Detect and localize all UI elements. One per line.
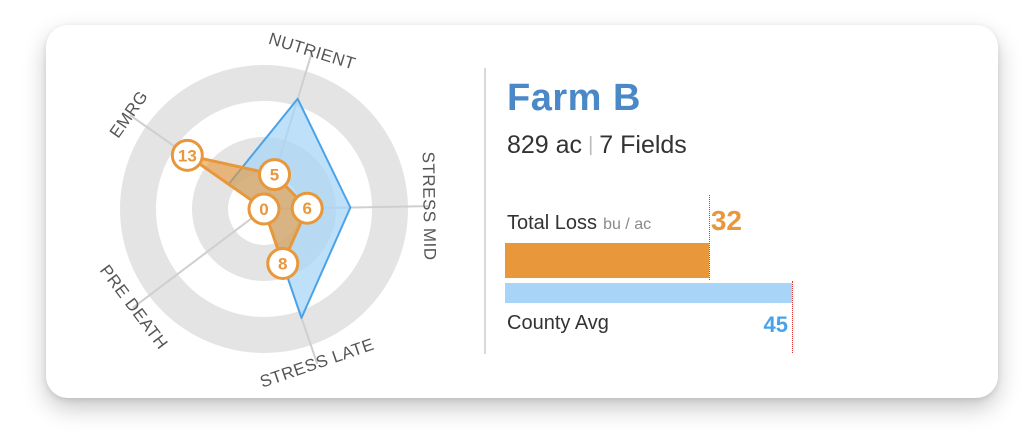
- farm-point-label: 13: [178, 146, 197, 165]
- farm-data-point: 5: [258, 158, 292, 192]
- total-loss-title: Total Loss: [507, 212, 598, 234]
- farm-point-marker: [258, 158, 292, 192]
- farm-point-label: 5: [270, 166, 279, 185]
- farm-point-marker: [247, 192, 281, 226]
- meta-separator: |: [588, 134, 594, 156]
- county-avg-value: 45: [763, 312, 788, 337]
- farm-acres: 829 ac: [507, 131, 583, 159]
- divider: [484, 68, 486, 354]
- farm-reference-line: [709, 195, 711, 280]
- farm-meta: 829 ac | 7 Fields: [507, 131, 687, 160]
- total-loss-label: Total Loss bu / ac: [507, 212, 651, 235]
- axis-label: STRESS MID: [419, 151, 440, 260]
- farm-name: Farm B: [507, 77, 641, 119]
- county-avg-bar: [505, 283, 792, 303]
- farm-loss-card: 13 5 6 8 0 EMRG NUTRIENT STRESS MID STRESS LATE P…: [46, 25, 998, 398]
- axis-spoke: [132, 208, 265, 309]
- farm-data-point: 6: [290, 191, 324, 225]
- farm-point-label: 0: [259, 200, 268, 219]
- farm-fields: 7 Fields: [599, 131, 687, 159]
- farm-loss-bar: [505, 243, 710, 278]
- farm-data-point: 8: [266, 246, 300, 280]
- farm-point-marker: [290, 191, 324, 225]
- farm-point-marker: [266, 246, 300, 280]
- total-loss-value: 32: [710, 205, 742, 236]
- farm-point-marker: [170, 138, 204, 172]
- county-avg-label: County Avg: [507, 312, 609, 334]
- farm-point-label: 6: [302, 199, 311, 218]
- farm-data-point: 0: [247, 192, 281, 226]
- loss-unit: bu / ac: [603, 216, 652, 233]
- farm-data-point: 13: [170, 138, 204, 172]
- county-reference-line: [792, 281, 793, 353]
- farm-point-label: 8: [278, 254, 287, 273]
